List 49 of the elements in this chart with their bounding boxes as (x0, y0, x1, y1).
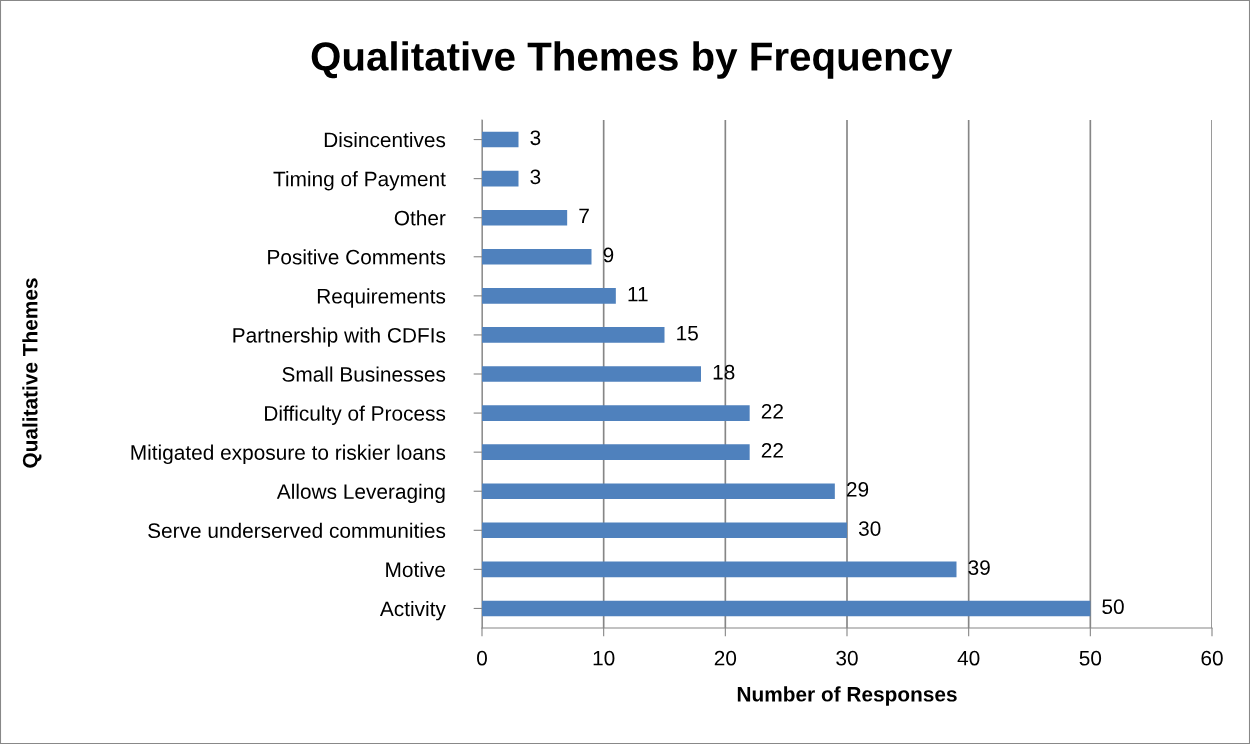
data-label: 3 (530, 130, 541, 146)
bar (482, 248, 592, 265)
data-label: 50 (1102, 599, 1124, 615)
data-label: 7 (579, 208, 589, 224)
y-tick-label: Allows Leveraging (276, 483, 445, 504)
y-tick-label: Motive (386, 561, 445, 578)
y-tick-label: Timing of Payment (273, 171, 446, 191)
x-tick-label: 40 (957, 650, 980, 666)
bar (482, 327, 665, 343)
y-tick-label: Partnership with CDFIs (233, 327, 446, 347)
bar (482, 600, 1091, 617)
data-label: 39 (968, 560, 990, 575)
x-tick-label: 20 (714, 650, 737, 666)
data-label: 3 (530, 169, 541, 185)
x-tick-label: 60 (1201, 650, 1223, 666)
y-tick-label: Small Businesses (282, 366, 446, 382)
bar (482, 522, 847, 539)
y-tick-label: Activity (379, 600, 446, 621)
data-label: 15 (677, 325, 698, 341)
bar (482, 483, 835, 500)
bar (482, 444, 750, 460)
y-tick-label: Other (394, 210, 446, 226)
data-label: 22 (761, 442, 783, 458)
y-tick-label: Requirements (317, 288, 446, 308)
y-tick-label: Serve underserved communities (148, 522, 446, 539)
data-label: 22 (761, 403, 783, 419)
y-tick-label: Disincentives (324, 131, 446, 148)
bar (482, 561, 957, 578)
x-tick-label: 30 (836, 650, 858, 666)
data-label: 18 (713, 364, 735, 380)
data-label: 9 (603, 247, 614, 263)
y-tick-label: Positive Comments (268, 249, 446, 265)
chart-title: Qualitative Themes by Frequency (311, 41, 953, 79)
bar (482, 366, 701, 382)
data-label: 29 (846, 482, 869, 497)
y-tick-label: Mitigated exposure to riskier loans (131, 444, 446, 465)
y-axis-title: Qualitative Themes (22, 278, 42, 468)
bar (482, 170, 519, 187)
bar (482, 209, 568, 226)
x-tick-label: 10 (593, 650, 615, 666)
y-tick-label: Difficulty of Process (265, 405, 446, 425)
data-label: 30 (858, 521, 881, 536)
bar (482, 131, 519, 148)
bar (482, 288, 616, 304)
x-axis-title: Number of Responses (737, 686, 957, 706)
data-label: 11 (628, 286, 648, 302)
x-tick-label: 50 (1079, 650, 1102, 666)
bar (482, 405, 750, 421)
x-tick-label: 0 (477, 650, 487, 666)
